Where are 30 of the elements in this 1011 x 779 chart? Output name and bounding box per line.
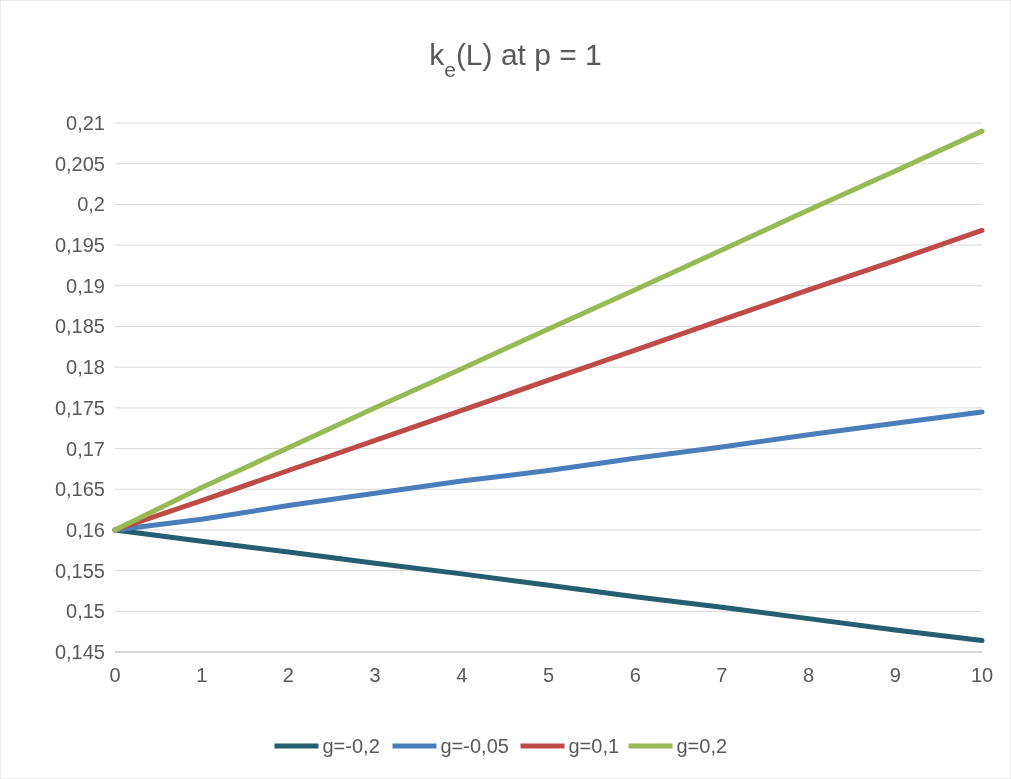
y-tick-label: 0,195 (54, 234, 105, 257)
legend-label: g=-0,2 (322, 735, 380, 757)
y-tick-label: 0,205 (54, 152, 105, 175)
x-tick-label: 10 (970, 664, 994, 686)
y-tick-label: 0,165 (54, 478, 105, 501)
y-tick-label: 0,18 (66, 356, 105, 379)
x-tick-label: 3 (369, 664, 381, 686)
legend-label: g=0,2 (676, 735, 728, 757)
x-tick-label: 9 (889, 664, 901, 686)
y-tick-label: 0,145 (54, 641, 105, 663)
x-tick-label: 6 (629, 664, 641, 686)
x-tick-label: 8 (803, 664, 815, 686)
x-tick-label: 4 (456, 664, 468, 686)
x-tick-label: 0 (109, 664, 121, 686)
y-tick-label: 0,175 (54, 396, 105, 419)
y-tick-label: 0,19 (66, 274, 105, 297)
legend-label: g=-0,05 (440, 735, 509, 757)
x-tick-label: 7 (716, 664, 728, 686)
y-tick-label: 0,21 (66, 112, 105, 134)
y-tick-label: 0,16 (66, 518, 105, 541)
y-tick-label: 0,155 (54, 559, 105, 582)
y-tick-label: 0,185 (54, 315, 105, 338)
y-tick-label: 0,17 (66, 437, 105, 460)
y-tick-label: 0,2 (77, 193, 105, 216)
y-tick-label: 0,15 (66, 600, 105, 623)
x-tick-label: 2 (282, 664, 294, 686)
x-tick-label: 5 (542, 664, 555, 686)
chart-title: k$_{e}$(L) at p = 1 (429, 38, 602, 81)
legend-label: g=0,1 (568, 735, 620, 757)
x-tick-label: 1 (196, 664, 208, 686)
